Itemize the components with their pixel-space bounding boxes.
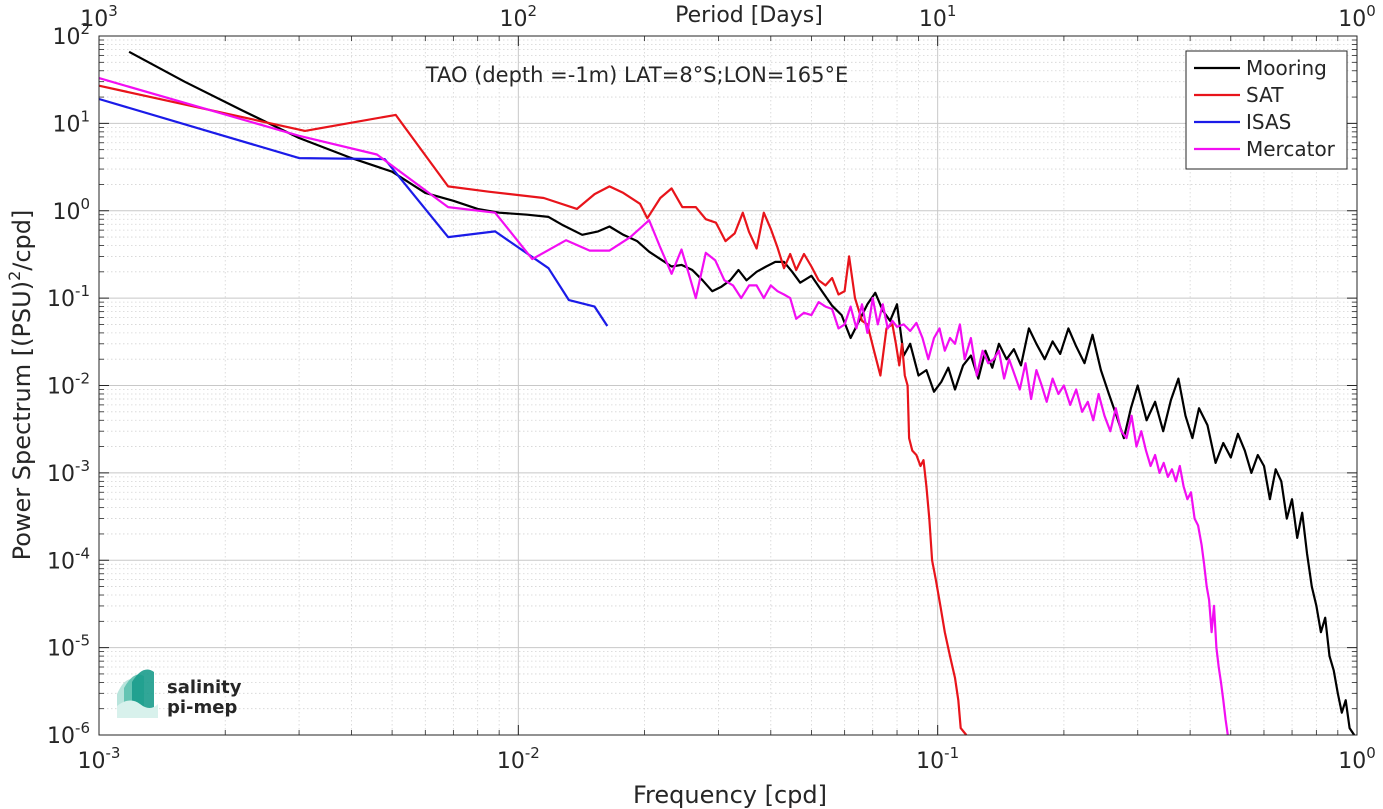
series-line-isas	[98, 97, 609, 327]
y-tick-label: 10-4	[47, 544, 90, 574]
y-axis-label-unit: /cpd]	[8, 210, 36, 271]
legend-label-isas: ISAS	[1246, 110, 1291, 134]
y-tick-label-exponent: -1	[75, 282, 90, 300]
legend-box	[1185, 50, 1348, 170]
salinity-pi-mep-logo: salinity pi-mep	[117, 669, 242, 718]
y-tick-label-exponent: -6	[75, 719, 90, 737]
top-tick-label-exponent: 0	[1366, 2, 1376, 20]
y-axis-label-superscript: 2	[5, 271, 24, 281]
y-tick-label: 100	[52, 195, 90, 225]
top-tick-label-base: 10	[1338, 7, 1366, 32]
y-tick-label-base: 10	[47, 637, 75, 662]
logo-waves-icon	[117, 669, 158, 718]
x-tick-labels: 10-3 10-2 10-1 100	[78, 744, 1376, 774]
y-tick-label: 101	[52, 107, 90, 137]
series-line-mercator	[98, 77, 1229, 736]
legend-label-mercator: Mercator	[1246, 137, 1336, 161]
top-tick-label-exponent: 3	[108, 2, 118, 20]
x-tick-label: 10-1	[916, 744, 959, 774]
x-tick-label: 10-3	[78, 744, 121, 774]
y-tick-label-exponent: -3	[75, 457, 90, 475]
y-tick-label-base: 10	[47, 375, 75, 400]
series-layer	[98, 50, 1356, 736]
y-tick-label-base: 10	[47, 462, 75, 487]
legend-label-sat: SAT	[1246, 83, 1284, 107]
x-tick-label-base: 10	[1338, 749, 1366, 774]
legend-label-mooring: Mooring	[1246, 56, 1327, 80]
top-tick-label: 102	[500, 2, 538, 32]
minor-grid	[99, 36, 1357, 735]
x-axis-label: Frequency [cpd]	[633, 781, 827, 809]
y-axis-label: Power Spectrum [(PSU)2/cpd]	[5, 210, 36, 561]
y-tick-label-base: 10	[52, 25, 80, 50]
legend: Mooring SAT ISAS Mercator	[1185, 50, 1348, 170]
y-tick-label-exponent: -2	[75, 370, 90, 388]
top-tick-label: 103	[80, 2, 118, 32]
y-tick-label-exponent: -5	[75, 632, 90, 650]
y-tick-label-exponent: 1	[80, 107, 90, 125]
logo-text-pi-mep: pi-mep	[167, 697, 237, 718]
y-tick-label-base: 10	[47, 549, 75, 574]
y-tick-label: 10-1	[47, 282, 90, 312]
x-tick-label-exponent: -2	[525, 744, 540, 762]
y-tick-label: 10-3	[47, 457, 90, 487]
x-tick-label-exponent: -1	[944, 744, 959, 762]
series-line-sat	[98, 84, 968, 736]
chart-title: TAO (depth =-1m) LAT=8°S;LON=165°E	[425, 63, 849, 87]
y-tick-label: 10-2	[47, 370, 90, 400]
y-tick-label-base: 10	[52, 200, 80, 225]
logo-text-salinity: salinity	[167, 677, 242, 698]
top-tick-label-exponent: 1	[947, 2, 957, 20]
y-tick-label: 10-5	[47, 632, 90, 662]
x-tick-label: 100	[1338, 744, 1376, 774]
top-tick-label: 101	[919, 2, 957, 32]
top-tick-label-base: 10	[80, 7, 108, 32]
top-tick-label-exponent: 2	[528, 2, 538, 20]
y-tick-label-base: 10	[47, 287, 75, 312]
top-tick-label: 100	[1338, 2, 1376, 32]
top-axis-label: Period [Days]	[675, 3, 823, 28]
top-tick-label-base: 10	[919, 7, 947, 32]
x-tick-label-exponent: -3	[106, 744, 121, 762]
x-tick-label-base: 10	[497, 749, 525, 774]
y-tick-label: 10-6	[47, 719, 90, 749]
top-tick-label-base: 10	[500, 7, 528, 32]
y-tick-label-exponent: 0	[80, 195, 90, 213]
y-tick-label-base: 10	[47, 724, 75, 749]
x-tick-label-base: 10	[916, 749, 944, 774]
x-tick-label-base: 10	[78, 749, 106, 774]
tick-marks	[98, 35, 1358, 736]
y-axis-label-main: Power Spectrum [(PSU)	[8, 281, 36, 560]
series-line-mooring	[128, 50, 1356, 736]
top-tick-labels: 103 102 101 100	[80, 2, 1376, 32]
y-tick-label-exponent: -4	[75, 544, 90, 562]
y-tick-label: 102	[52, 20, 90, 50]
y-tick-label-base: 10	[52, 112, 80, 137]
y-tick-label-exponent: 2	[80, 20, 90, 38]
x-tick-label-exponent: 0	[1366, 744, 1376, 762]
x-tick-label: 10-2	[497, 744, 540, 774]
